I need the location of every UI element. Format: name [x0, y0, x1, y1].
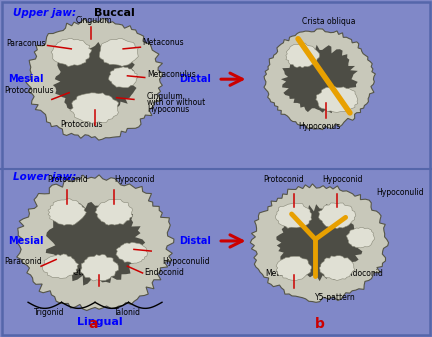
Text: Mesial: Mesial — [8, 236, 43, 246]
Text: a: a — [88, 316, 98, 331]
Text: Distal: Distal — [179, 236, 211, 246]
Polygon shape — [346, 227, 375, 248]
Text: Hypoconulid: Hypoconulid — [162, 257, 210, 266]
Text: Protoconulus: Protoconulus — [4, 87, 54, 95]
Text: Talonid: Talonid — [114, 308, 141, 317]
Text: Lower jaw:: Lower jaw: — [13, 172, 76, 182]
Polygon shape — [95, 199, 133, 225]
Text: Hypoconus: Hypoconus — [299, 122, 341, 131]
Polygon shape — [48, 199, 86, 225]
Polygon shape — [70, 93, 119, 123]
Text: Trigonid: Trigonid — [35, 308, 65, 317]
Text: Distal: Distal — [179, 74, 211, 84]
Polygon shape — [318, 203, 356, 229]
Text: with or without: with or without — [147, 98, 205, 107]
Polygon shape — [276, 256, 311, 280]
Text: Paraconus: Paraconus — [6, 39, 46, 48]
Polygon shape — [116, 242, 148, 264]
Polygon shape — [26, 19, 162, 140]
Text: Hypoconid: Hypoconid — [114, 175, 155, 184]
Polygon shape — [276, 203, 311, 228]
Text: Mesial: Mesial — [8, 74, 43, 84]
Text: Metaconus: Metaconus — [143, 38, 184, 47]
Text: Crista obliqua: Crista obliqua — [302, 18, 356, 26]
Polygon shape — [42, 254, 79, 279]
Polygon shape — [53, 42, 137, 114]
Text: Protoconus: Protoconus — [60, 120, 103, 129]
Text: Protoconid: Protoconid — [48, 175, 88, 184]
Polygon shape — [99, 39, 138, 66]
Polygon shape — [319, 256, 355, 280]
Polygon shape — [281, 45, 358, 113]
Text: Y5-pattern: Y5-pattern — [315, 293, 356, 302]
Text: Paraconid: Paraconid — [4, 257, 42, 266]
Text: Endoconid: Endoconid — [145, 268, 184, 277]
Text: Upper jaw:: Upper jaw: — [13, 8, 76, 19]
Text: Hypoconus: Hypoconus — [147, 105, 189, 114]
Text: Lingual: Lingual — [76, 317, 122, 327]
Text: Protoconid: Protoconid — [264, 175, 304, 184]
Polygon shape — [276, 204, 363, 281]
Text: Endoconid: Endoconid — [343, 269, 383, 278]
Text: Metaconulus: Metaconulus — [147, 70, 196, 79]
Polygon shape — [250, 184, 388, 302]
Text: Hypoconulid: Hypoconulid — [376, 188, 423, 196]
Text: Metaconid: Metaconid — [67, 269, 107, 277]
Text: Buccal: Buccal — [94, 8, 135, 19]
Polygon shape — [17, 175, 174, 310]
Text: b: b — [315, 316, 324, 331]
Text: Metaconid: Metaconid — [266, 269, 305, 278]
Polygon shape — [264, 29, 375, 130]
Polygon shape — [316, 86, 358, 112]
Polygon shape — [46, 202, 145, 285]
Text: Cingulum: Cingulum — [76, 16, 112, 25]
Polygon shape — [108, 67, 138, 88]
Polygon shape — [81, 254, 118, 281]
Polygon shape — [286, 43, 320, 68]
Polygon shape — [51, 38, 92, 66]
Text: Hypoconid: Hypoconid — [322, 175, 362, 184]
Text: Cingulum,: Cingulum, — [147, 92, 186, 100]
